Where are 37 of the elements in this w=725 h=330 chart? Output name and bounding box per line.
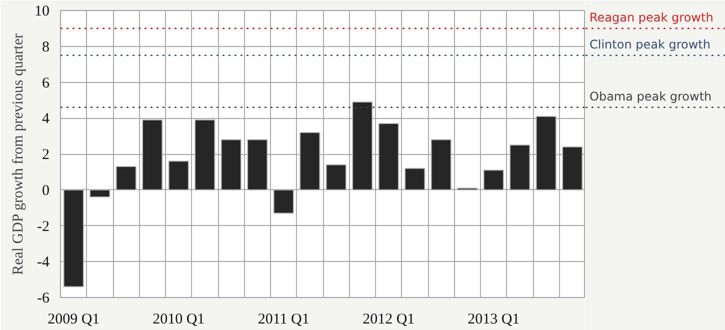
- ref-line-label: Clinton peak growth: [590, 37, 710, 52]
- x-tick-label: 2009 Q1: [48, 312, 100, 328]
- y-tick-label: 6: [42, 75, 50, 92]
- y-axis-title: Real GDP growth from previous quarter: [10, 34, 26, 276]
- bar: [63, 189, 84, 288]
- bar: [273, 189, 294, 214]
- bar: [194, 119, 216, 190]
- bar: [404, 168, 426, 190]
- bar: [90, 189, 110, 198]
- bar: [300, 132, 320, 190]
- ref-line-label: Obama peak growth: [590, 89, 712, 104]
- bar: [247, 139, 268, 190]
- bar: [562, 146, 583, 190]
- y-tick-label: 2: [42, 147, 50, 163]
- y-tick-label: -4: [37, 254, 50, 271]
- x-tick-label: 2013 Q1: [468, 312, 520, 328]
- y-tick-label: -6: [37, 290, 50, 306]
- bar: [536, 116, 556, 190]
- bar: [142, 119, 163, 190]
- bar: [378, 123, 399, 190]
- ref-line-label: Reagan peak growth: [590, 10, 714, 24]
- bar: [352, 101, 373, 190]
- bar: [116, 166, 136, 190]
- y-tick-label: -2: [37, 218, 50, 235]
- y-tick-label: 4: [42, 111, 50, 128]
- x-tick-label: 2010 Q1: [152, 312, 205, 328]
- x-tick-label: 2011 Q1: [258, 312, 310, 328]
- bar: [510, 144, 530, 190]
- y-tick-label: 10: [34, 4, 50, 20]
- x-tick-label: 2012 Q1: [362, 312, 415, 328]
- y-tick-label: 0: [42, 182, 50, 199]
- y-tick-label: 8: [42, 39, 50, 56]
- bar: [326, 164, 346, 190]
- bar: [168, 160, 189, 190]
- bar: [220, 139, 242, 190]
- bar: [483, 170, 504, 190]
- bar: [430, 139, 452, 190]
